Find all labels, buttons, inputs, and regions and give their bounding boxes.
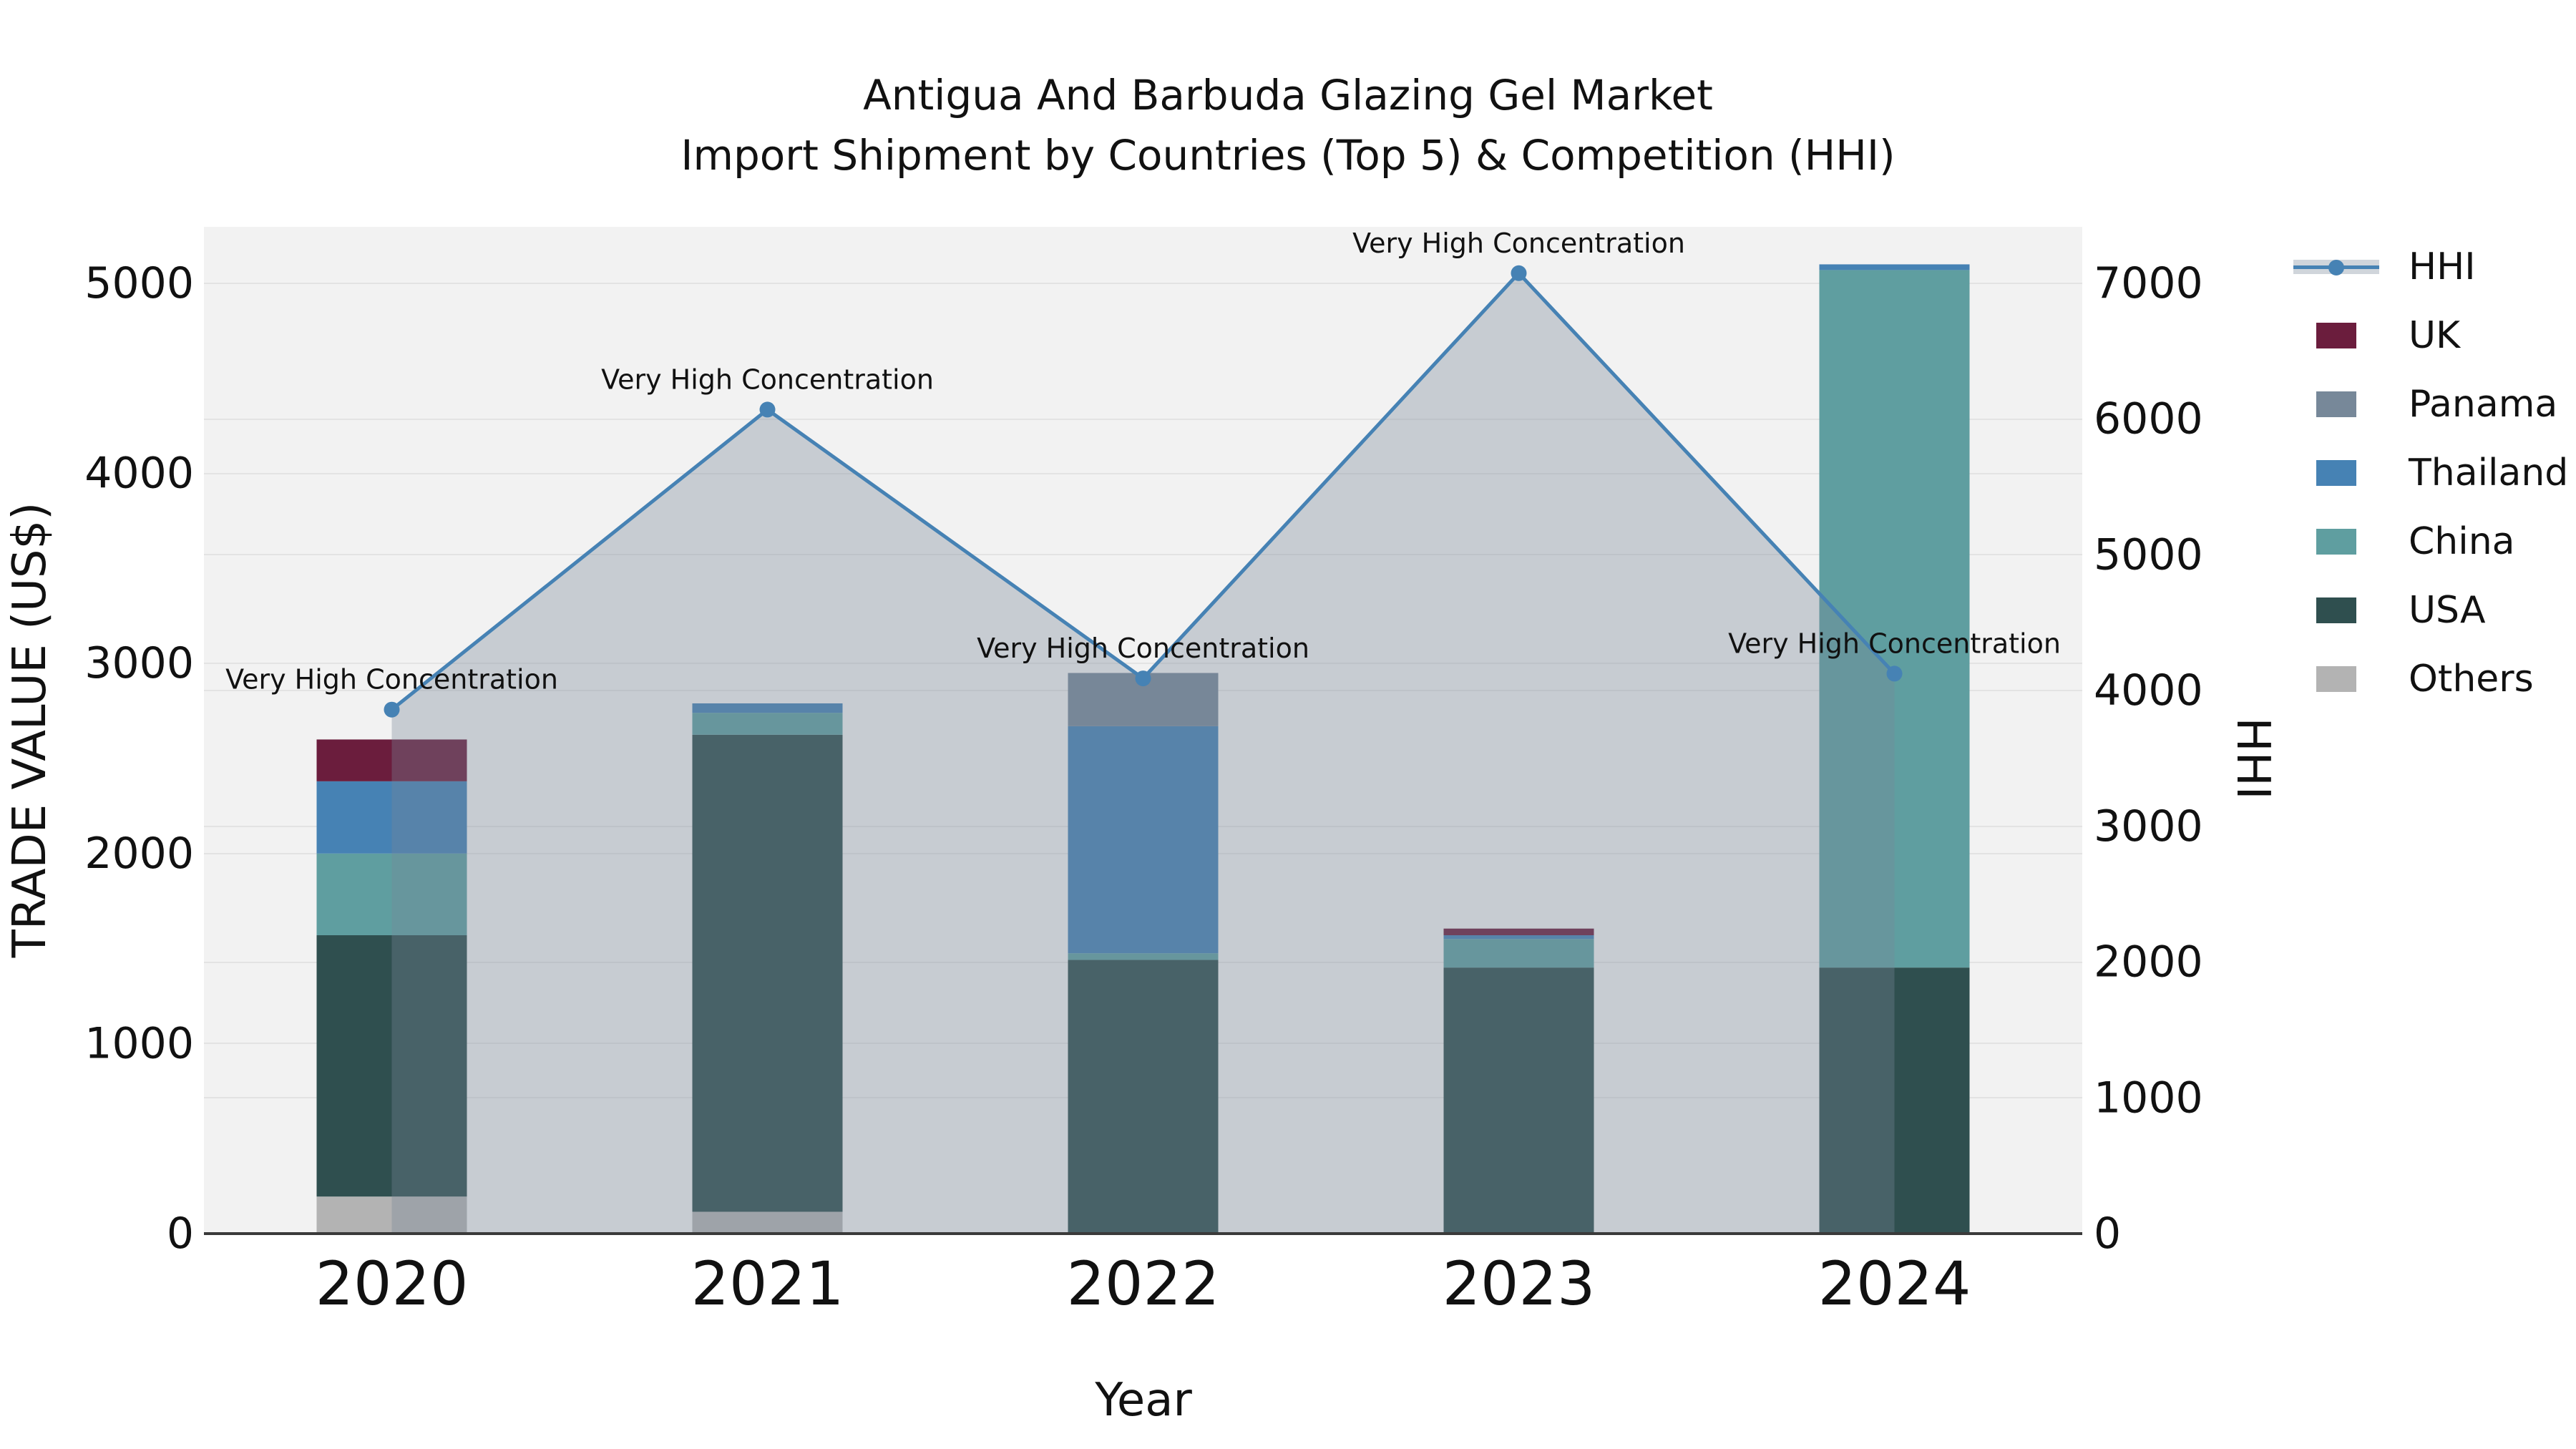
bar-segment-usa-2022 <box>1068 960 1219 1234</box>
legend-swatch-china <box>2290 529 2383 555</box>
legend-label-panama: Panama <box>2409 383 2558 426</box>
bar-segment-china-2022 <box>1068 953 1219 960</box>
bar-segment-thailand-2021 <box>692 703 843 713</box>
tick-label-left-1000: 1000 <box>84 1018 194 1068</box>
x-tick-label-2021: 2021 <box>691 1249 844 1319</box>
tick-label-right-3000: 3000 <box>2094 801 2203 852</box>
tick-label-right-6000: 6000 <box>2094 394 2203 444</box>
bar-segment-uk-2020 <box>316 739 467 781</box>
tick-label-right-2000: 2000 <box>2094 937 2203 987</box>
legend-item-uk: UK <box>2290 301 2568 370</box>
bar-segment-thailand-2020 <box>316 781 467 854</box>
annotation-2023: Very High Concentration <box>1352 228 1685 259</box>
bar-segment-others-2021 <box>692 1211 843 1234</box>
legend-item-hhi: HHI <box>2290 233 2568 301</box>
hhi-marker-2023 <box>1511 265 1527 281</box>
bar-segment-china-2020 <box>316 853 467 936</box>
annotation-2020: Very High Concentration <box>225 664 558 696</box>
annotation-2021: Very High Concentration <box>601 364 934 395</box>
tick-label-right-4000: 4000 <box>2094 665 2203 716</box>
x-tick-label-2020: 2020 <box>316 1249 469 1319</box>
bar-segment-others-2020 <box>316 1196 467 1234</box>
bar-segment-thailand-2022 <box>1068 726 1219 954</box>
hhi-area <box>391 273 1895 1234</box>
legend-swatch-uk <box>2290 323 2383 348</box>
tick-label-left-3000: 3000 <box>84 638 194 688</box>
legend-swatch-usa <box>2290 597 2383 623</box>
bar-segment-usa-2023 <box>1443 967 1594 1234</box>
tick-label-left-4000: 4000 <box>84 449 194 499</box>
legend-label-uk: UK <box>2409 314 2461 357</box>
hhi-marker-swatch <box>2328 260 2344 275</box>
tick-label-left-5000: 5000 <box>84 258 194 308</box>
x-tick-label-2024: 2024 <box>1818 1249 1971 1319</box>
chart-subtitle: Import Shipment by Countries (Top 5) & C… <box>680 131 1896 180</box>
hhi-marker-2021 <box>759 401 776 418</box>
tick-label-right-1000: 1000 <box>2094 1073 2203 1123</box>
legend-swatch-thailand <box>2290 460 2383 486</box>
annotation-2024: Very High Concentration <box>1728 628 2061 659</box>
legend-item-panama: Panama <box>2290 370 2568 439</box>
bar-segment-china-2021 <box>692 713 843 735</box>
legend: HHI UK Panama Thailand China USA Others <box>2290 233 2568 713</box>
tick-label-right-5000: 5000 <box>2094 530 2203 580</box>
legend-swatch-hhi <box>2290 260 2383 275</box>
legend-label-others: Others <box>2409 658 2534 701</box>
annotation-2022: Very High Concentration <box>977 633 1309 664</box>
y-axis-label-left: TRADE VALUE (US$) <box>4 502 57 958</box>
bar-segment-usa-2020 <box>316 935 467 1197</box>
legend-swatch-panama <box>2290 391 2383 417</box>
hhi-marker-2022 <box>1135 670 1151 687</box>
y-axis-label-right: HHI <box>2226 717 2279 800</box>
chart-title: Antigua And Barbuda Glazing Gel Market <box>863 71 1713 119</box>
legend-label-usa: USA <box>2409 589 2486 632</box>
legend-item-usa: USA <box>2290 576 2568 645</box>
legend-swatch-others <box>2290 666 2383 692</box>
tick-label-right-7000: 7000 <box>2094 258 2203 308</box>
bar-segment-thailand-2023 <box>1443 935 1594 940</box>
legend-label-thailand: Thailand <box>2409 452 2569 494</box>
legend-item-thailand: Thailand <box>2290 439 2568 507</box>
tick-label-left-2000: 2000 <box>84 829 194 879</box>
bar-segment-usa-2021 <box>692 734 843 1212</box>
x-tick-label-2023: 2023 <box>1443 1249 1596 1319</box>
hhi-marker-2024 <box>1886 665 1903 682</box>
legend-label-china: China <box>2409 520 2515 563</box>
bar-segment-china-2023 <box>1443 939 1594 968</box>
legend-item-others: Others <box>2290 645 2568 713</box>
x-axis-label: Year <box>1095 1374 1192 1427</box>
chart-title-block: Antigua And Barbuda Glazing Gel Market I… <box>0 65 2576 185</box>
bar-segment-thailand-2024 <box>1819 264 1970 270</box>
bar-segment-usa-2024 <box>1819 967 1970 1234</box>
tick-label-left-0: 0 <box>167 1209 194 1259</box>
tick-label-right-0: 0 <box>2094 1209 2121 1259</box>
x-tick-label-2022: 2022 <box>1067 1249 1220 1319</box>
hhi-marker-2020 <box>384 701 400 718</box>
bar-segment-uk-2023 <box>1443 928 1594 936</box>
legend-label-hhi: HHI <box>2409 245 2476 288</box>
legend-item-china: China <box>2290 507 2568 576</box>
